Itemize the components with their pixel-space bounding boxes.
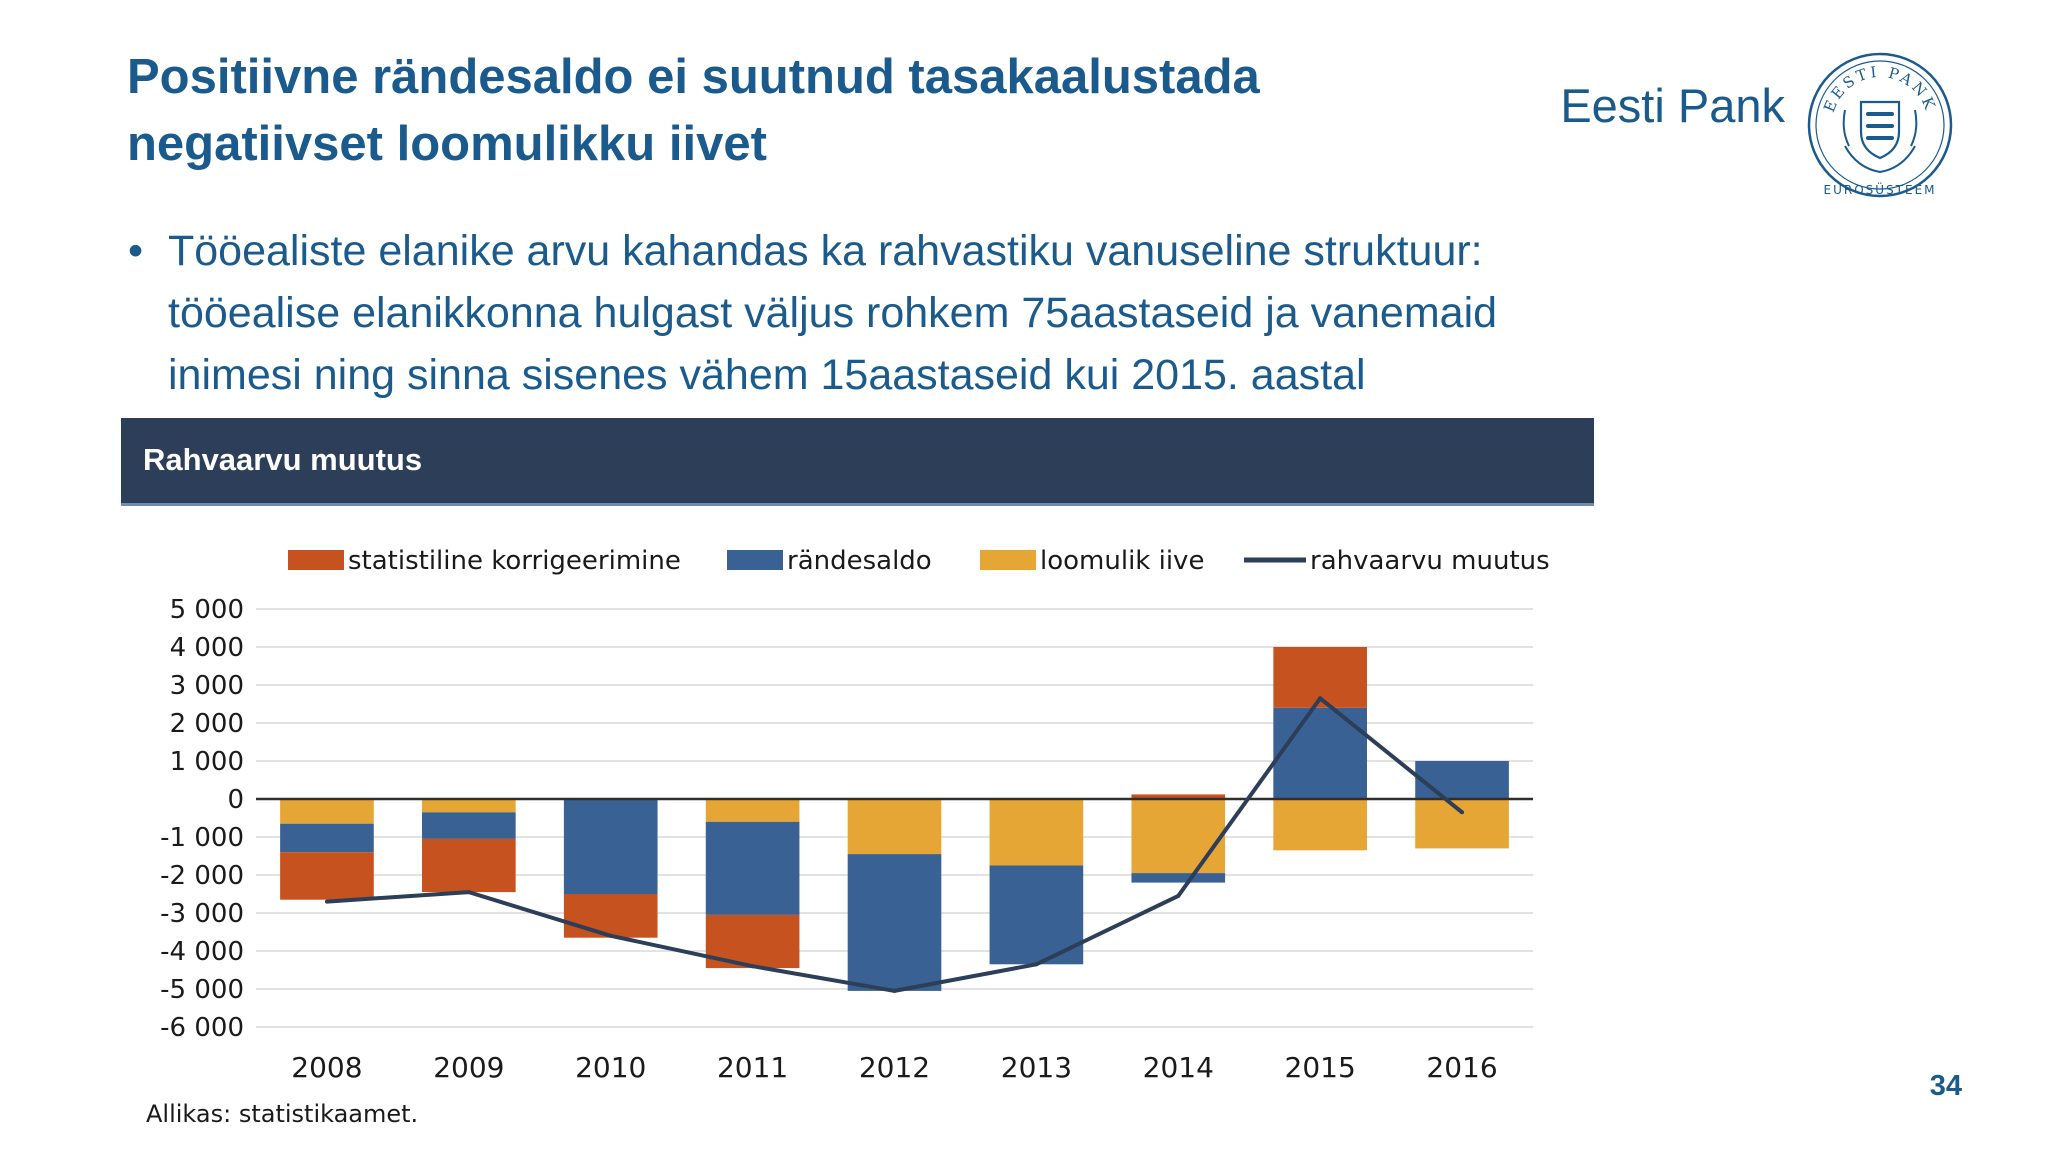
x-tick-label: 2014 <box>1143 1051 1214 1084</box>
legend-swatch <box>288 550 344 570</box>
page-number: 34 <box>1929 1070 1962 1102</box>
population-change-line <box>324 696 1465 993</box>
legend-item: rahvaarvu muutus <box>1244 546 1550 576</box>
y-tick-label: 1 000 <box>170 747 244 777</box>
y-tick-label: 2 000 <box>170 709 244 739</box>
chart-header: Rahvaarvu muutus <box>121 418 1594 506</box>
legend-item: rändesaldo <box>727 546 932 576</box>
legend-item: loomulik iive <box>980 546 1204 576</box>
y-tick-label: -5 000 <box>160 975 244 1005</box>
chart-legend: statistiline korrigeerimine rändesaldo loo… <box>288 546 1550 576</box>
population-change-chart: 5 000 4 000 3 000 2 000 1 000 0 -1 000 -2 000 -3… <box>146 546 1550 1128</box>
bar-segment <box>847 799 942 855</box>
bar-segment <box>1273 799 1367 851</box>
x-tick-label: 2013 <box>1001 1051 1072 1084</box>
bar-segment <box>1131 794 1226 799</box>
bullet-point: • Tööealiste elanike arvu kahandas ka ra… <box>128 220 1688 406</box>
eesti-pank-seal-icon: EESTI PANK <box>1807 52 1953 198</box>
bullet-line: tööealise elanikkonna hulgast väljus roh… <box>168 289 1498 337</box>
y-tick-label: -3 000 <box>160 899 244 929</box>
y-tick-label: -1 000 <box>160 823 244 853</box>
brand-name: Eesti Pank <box>1560 79 1785 132</box>
chart-title: Rahvaarvu muutus <box>143 442 423 477</box>
bar-segment <box>1131 873 1226 883</box>
bar-segment <box>989 799 1084 866</box>
bar-segment <box>1131 799 1226 874</box>
bar-segment <box>280 799 374 824</box>
bar-segment <box>422 812 516 839</box>
bullet-line: inimesi ning sinna sisenes vähem 15aasta… <box>168 351 1366 399</box>
bar-segment <box>705 799 800 822</box>
x-tick-label: 2009 <box>433 1051 504 1084</box>
x-axis-ticks: 2008 2009 2010 2011 2012 2013 2014 2015 2016 <box>291 1051 1497 1084</box>
legend-item: statistiline korrigeerimine <box>288 546 681 576</box>
legend-label: rahvaarvu muutus <box>1310 546 1550 576</box>
legend-label: loomulik iive <box>1040 546 1204 576</box>
line-point <box>892 988 897 993</box>
bar-segment <box>847 854 942 991</box>
bar-segment <box>1273 707 1367 799</box>
line-point <box>1318 696 1323 701</box>
bar-segment <box>563 894 658 938</box>
legend-swatch <box>980 550 1036 570</box>
bar-segment <box>280 852 374 900</box>
seal-caption-text: EUROSÜSTEEM <box>1823 181 1936 197</box>
y-tick-label: 3 000 <box>170 671 244 701</box>
bar-segment <box>280 823 374 853</box>
y-tick-label: -4 000 <box>160 937 244 967</box>
x-tick-label: 2015 <box>1285 1051 1356 1084</box>
seal-caption: EUROSÜSTEEM <box>1823 181 1936 197</box>
slide-title-line: negatiivset loomulikku iivet <box>127 117 767 171</box>
bar-segment <box>422 838 516 893</box>
y-tick-label: 5 000 <box>170 595 244 625</box>
x-tick-label: 2008 <box>291 1051 362 1084</box>
x-tick-label: 2016 <box>1426 1051 1497 1084</box>
line-point <box>1460 810 1465 815</box>
x-tick-label: 2011 <box>717 1051 788 1084</box>
y-tick-label: -2 000 <box>160 861 244 891</box>
bar-segment <box>563 799 658 894</box>
y-axis-ticks: 5 000 4 000 3 000 2 000 1 000 0 -1 000 -2 000 -3… <box>160 595 244 1043</box>
bar-segment <box>1415 799 1509 849</box>
line-point <box>324 899 329 904</box>
line-point <box>1034 962 1039 967</box>
line-point <box>466 890 471 895</box>
x-tick-label: 2010 <box>575 1051 646 1084</box>
y-tick-label: 4 000 <box>170 633 244 663</box>
chart-source: Allikas: statistikaamet. <box>146 1100 418 1128</box>
bar-segment <box>1415 761 1509 799</box>
legend-swatch <box>727 550 783 570</box>
line-point <box>608 933 613 938</box>
coat-of-arms-shield-icon <box>1859 100 1901 160</box>
legend-label: rändesaldo <box>787 546 932 576</box>
stacked-bars <box>280 647 1509 991</box>
line-point <box>1176 893 1181 898</box>
legend-label: statistiline korrigeerimine <box>348 546 681 576</box>
slide-title-line: Positiivne rändesaldo ei suutnud tasakaa… <box>127 50 1260 104</box>
x-tick-label: 2012 <box>859 1051 930 1084</box>
y-tick-label: -6 000 <box>160 1013 244 1043</box>
bullet-text: Tööealiste elanike arvu kahandas ka rahv… <box>168 220 1688 406</box>
bullet-line: Tööealiste elanike arvu kahandas ka rahv… <box>168 227 1483 275</box>
bar-segment <box>422 799 516 813</box>
line-point <box>750 964 755 969</box>
slide-title: Positiivne rändesaldo ei suutnud tasakaa… <box>127 44 1377 178</box>
bar-segment <box>705 821 800 915</box>
y-tick-label: 0 <box>227 785 244 815</box>
bullet-glyph: • <box>128 227 144 275</box>
